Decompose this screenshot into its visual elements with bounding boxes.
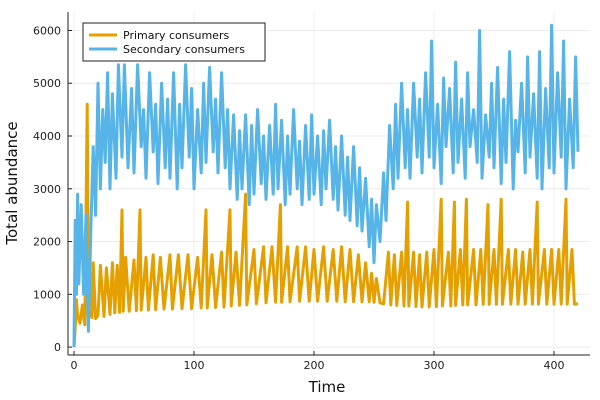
series-line-primary-consumers bbox=[72, 102, 579, 348]
axes bbox=[67, 12, 590, 356]
y-axis-label: Total abundance bbox=[3, 121, 21, 245]
x-tick-label: 200 bbox=[304, 359, 325, 372]
x-tick-label: 0 bbox=[71, 359, 78, 372]
y-tick-label: 0 bbox=[54, 341, 61, 354]
y-tick-label: 6000 bbox=[33, 24, 61, 37]
y-tick-label: 1000 bbox=[33, 288, 61, 301]
x-tick-label: 400 bbox=[544, 359, 565, 372]
legend-box bbox=[82, 22, 266, 62]
legend-label: Primary consumers bbox=[123, 29, 229, 42]
y-tick-label: 3000 bbox=[33, 183, 61, 196]
legend-label: Secondary consumers bbox=[123, 43, 245, 56]
y-tick-label: 2000 bbox=[33, 236, 61, 249]
x-tick-label: 100 bbox=[184, 359, 205, 372]
y-tick-label: 5000 bbox=[33, 77, 61, 90]
x-tick-label: 300 bbox=[424, 359, 445, 372]
x-axis-label: Time bbox=[308, 378, 346, 396]
y-tick-label: 4000 bbox=[33, 130, 61, 143]
series-layer bbox=[72, 23, 580, 348]
series-line-secondary-consumers bbox=[72, 23, 580, 348]
